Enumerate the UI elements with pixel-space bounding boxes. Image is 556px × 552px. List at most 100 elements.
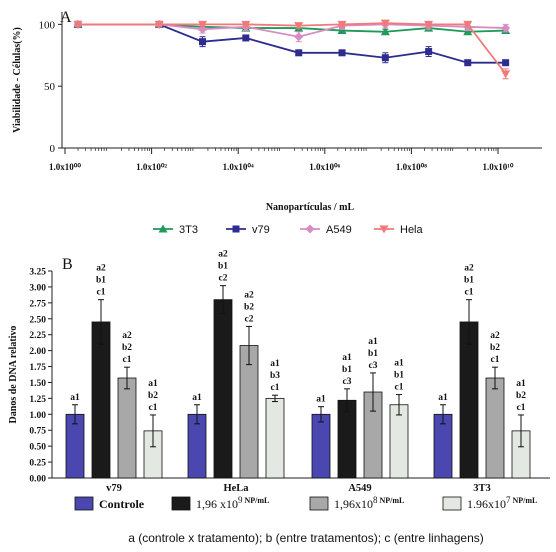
legend-item-b: 1.96x107 NP/mL [442, 495, 537, 511]
series-line-a [78, 23, 506, 64]
series-line-a [78, 23, 506, 33]
y-tick-label-b: 2.00 [29, 347, 46, 357]
data-point-v79 [338, 49, 346, 57]
significance-label: b1 [218, 262, 228, 272]
legend-marker-a [232, 225, 240, 233]
bar-hela [213, 299, 233, 479]
panel-label-b: B [62, 256, 73, 273]
significance-label: a1 [368, 337, 378, 347]
significance-label: b1 [464, 276, 474, 286]
y-tick-label-b: 3.00 [29, 283, 46, 293]
significance-label: c1 [517, 403, 526, 413]
y-axis-label-b: Danos de DNA relativo [8, 326, 19, 424]
bar-a549 [389, 404, 409, 479]
legend-item-b: 1,96 x109 NP/mL [171, 495, 269, 511]
y-tick-label-b: 1.00 [29, 411, 46, 421]
legend-label-a: 3T3 [179, 224, 198, 236]
significance-label: a1 [342, 353, 352, 363]
data-point-a549 [501, 23, 511, 33]
significance-label: c1 [465, 288, 474, 298]
x-axis-b: v79 HeLa A549 3T3 [106, 483, 491, 494]
significance-label: c3 [369, 361, 378, 371]
x-tick-label-a: 1.0x10⁰⁸ [396, 162, 427, 172]
y-tick-label-a: 0 [50, 143, 56, 155]
category-label-b: A549 [348, 483, 371, 494]
y-tick-label-b: 2.25 [29, 331, 46, 341]
significance-label: a2 [122, 331, 132, 341]
data-point-hela [294, 22, 304, 31]
significance-label: b3 [270, 371, 280, 381]
legend-item-b: 1,96x108 NP/mL [309, 495, 404, 511]
y-tick-label-b: 0.25 [29, 459, 46, 469]
x-tick-label-a: 1.0x10⁰⁶ [309, 162, 340, 172]
data-point-v79 [464, 59, 472, 67]
category-label-b: v79 [106, 483, 122, 494]
data-point-a549 [294, 32, 304, 42]
x-axis-a: 1.0x10⁰⁰ 1.0x10⁰² 1.0x10⁰⁴ 1.0x10⁰⁶ 1.0x10⁰⁸… [49, 148, 514, 172]
significance-label: c2 [219, 274, 228, 284]
legend-label-a: Hela [400, 224, 424, 236]
y-tick-label-b: 1.25 [29, 395, 46, 405]
y-tick-label-a: 100 [39, 19, 56, 31]
y-tick-label-b: 0.75 [29, 427, 46, 437]
significance-label: a1 [270, 359, 280, 369]
data-point-hela [154, 20, 164, 29]
bar-hela [265, 397, 285, 479]
significance-label: b1 [368, 349, 378, 359]
significance-label: b1 [96, 276, 106, 286]
data-point-hela [337, 20, 347, 29]
data-point-hela [501, 70, 511, 79]
legend-swatch-b [171, 496, 191, 511]
data-point-v79 [502, 59, 510, 67]
category-label-b: 3T3 [473, 483, 491, 494]
category-label-b: HeLa [223, 483, 249, 494]
data-point-3t3 [380, 27, 390, 36]
significance-label: a2 [464, 264, 474, 274]
significance-label: c1 [97, 288, 106, 298]
data-point-hela [380, 19, 390, 28]
x-tick-label-a: 1.0x10¹⁰ [482, 162, 513, 172]
data-point-v79 [295, 49, 303, 57]
data-point-hela [463, 20, 473, 29]
series-3t3-a [73, 19, 511, 36]
y-tick-label-b: 0.00 [29, 475, 46, 485]
significance-label: b2 [148, 391, 158, 401]
series-line-a [78, 22, 507, 75]
data-point-hela [241, 20, 251, 29]
series-line-a [78, 23, 506, 38]
legend-b: Controle 1,96 x109 NP/mL 1,96x108 NP/mL 1.9… [74, 495, 537, 511]
series-hela-a [73, 19, 511, 80]
significance-label: a1 [70, 393, 80, 403]
legend-swatch-b [74, 496, 94, 511]
significance-label: c2 [245, 314, 254, 324]
significance-label: c1 [271, 383, 280, 393]
significance-label: a1 [438, 393, 448, 403]
legend-label-b: 1,96x108 NP/mL [334, 495, 404, 511]
x-tick-label-a: 1.0x10⁰⁰ [49, 162, 81, 172]
y-tick-label-b: 2.75 [29, 299, 46, 309]
legend-item-v79-a: v79 [226, 224, 270, 236]
legend-marker-a [305, 224, 315, 234]
legend-item-3t3-a: 3T3 [153, 224, 198, 236]
data-point-v79 [199, 38, 207, 46]
significance-label: a2 [244, 290, 254, 300]
significance-label: c3 [343, 377, 352, 387]
legend-marker-a [158, 224, 168, 233]
significance-label: b2 [244, 302, 254, 312]
significance-label: b2 [490, 343, 500, 353]
significance-label: c1 [395, 383, 404, 393]
significance-label: b1 [394, 371, 404, 381]
legend-label-b: Controle [99, 497, 145, 511]
y-tick-label-b: 1.50 [29, 379, 46, 389]
significance-label: a2 [218, 250, 228, 260]
legend-label-b: 1.96x107 NP/mL [467, 495, 537, 511]
significance-label: a2 [96, 264, 106, 274]
x-axis-label-a: Nanopartículas / mL [266, 202, 355, 213]
legend-item-a549-a: A549 [300, 224, 352, 236]
legend-label-b: 1,96 x109 NP/mL [196, 495, 269, 511]
significance-label: a1 [516, 379, 526, 389]
y-tick-label-b: 0.50 [29, 443, 46, 453]
x-tick-label-a: 1.0x10⁰² [136, 162, 167, 172]
